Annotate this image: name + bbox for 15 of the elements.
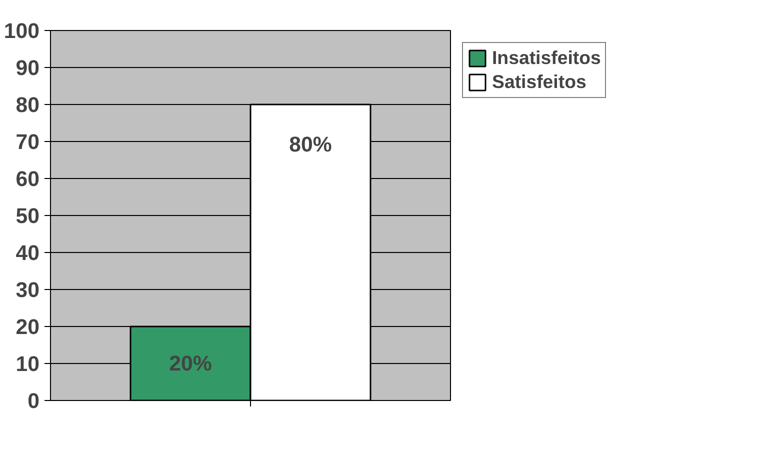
y-tick-label: 50 <box>16 204 40 228</box>
y-tick-label: 0 <box>28 389 40 413</box>
y-tick-label: 60 <box>16 167 40 191</box>
data-label: 80% <box>289 132 332 156</box>
legend-label: Satisfeitos <box>492 71 586 93</box>
y-tick-label: 30 <box>16 278 40 302</box>
y-tick-label: 90 <box>16 56 40 80</box>
y-tick-label: 20 <box>16 315 40 339</box>
y-tick-label: 80 <box>16 93 40 117</box>
legend-label: Insatisfeitos <box>492 47 601 69</box>
y-tick-label: 70 <box>16 130 40 154</box>
data-label: 20% <box>169 352 212 376</box>
y-tick-label: 40 <box>16 241 40 265</box>
y-tick-label: 10 <box>16 352 40 376</box>
y-tick-label: 100 <box>4 19 40 43</box>
